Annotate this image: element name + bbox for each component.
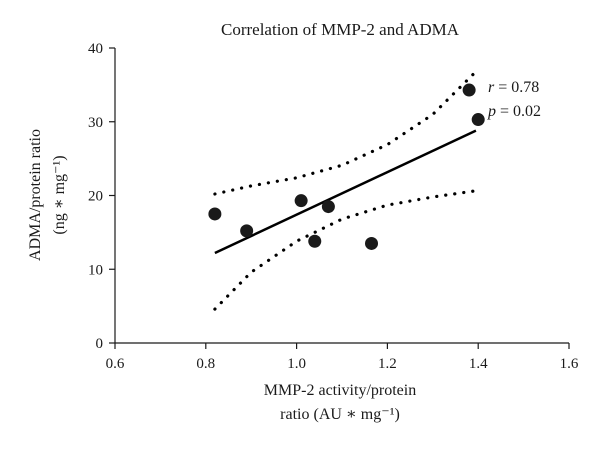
x-tick-label: 0.8	[196, 356, 215, 372]
data-point	[308, 234, 322, 248]
y-axis-label-line-2: (ng ∗ mg⁻¹)	[51, 155, 68, 234]
data-point	[471, 113, 485, 127]
x-tick-label: 0.6	[106, 356, 125, 372]
regression-line-group	[214, 129, 477, 255]
confidence-band-upper	[213, 72, 476, 196]
x-axis-label-line-2: ratio (AU ∗ mg⁻¹)	[280, 406, 400, 423]
annotation-p-value: = 0.02	[496, 103, 541, 120]
y-axis-label-line-1: ADMA/protein ratio	[27, 129, 44, 261]
data-point	[321, 200, 335, 214]
y-tick-label: 40	[88, 41, 103, 57]
annotation-p-symbol: p	[487, 103, 496, 120]
x-tick-label: 1.2	[378, 356, 397, 372]
data-point	[365, 236, 379, 250]
y-tick-label: 20	[88, 189, 103, 205]
ticks	[109, 47, 570, 349]
tick-labels: 0.6 0.8 1.0 1.2 1.4 1.6 0 10 20 30 40	[88, 41, 579, 372]
y-axis-label: ADMA/protein ratio (ng ∗ mg⁻¹)	[27, 129, 68, 261]
x-tick-label: 1.6	[560, 356, 579, 372]
y-tick-label: 30	[88, 115, 103, 131]
data-point	[208, 207, 222, 221]
chart-title: Correlation of MMP-2 and ADMA	[221, 20, 460, 39]
y-tick-label: 0	[96, 336, 104, 352]
annotation-r-symbol: r	[488, 79, 495, 96]
data-point	[240, 224, 254, 238]
x-tick-label: 1.4	[469, 356, 488, 372]
x-axis-label-line-1: MMP-2 activity/protein	[264, 382, 416, 399]
annotation-p: p = 0.02	[487, 103, 541, 120]
annotation-r-value: = 0.78	[494, 79, 539, 96]
confidence-band-lower	[213, 189, 476, 311]
data-point	[294, 194, 308, 208]
data-point	[462, 83, 476, 97]
annotation-r: r = 0.78	[488, 79, 539, 96]
confidence-bands	[213, 72, 476, 311]
regression-line	[214, 129, 477, 255]
y-tick-label: 10	[88, 262, 103, 278]
data-points	[208, 83, 485, 250]
x-tick-label: 1.0	[287, 356, 306, 372]
